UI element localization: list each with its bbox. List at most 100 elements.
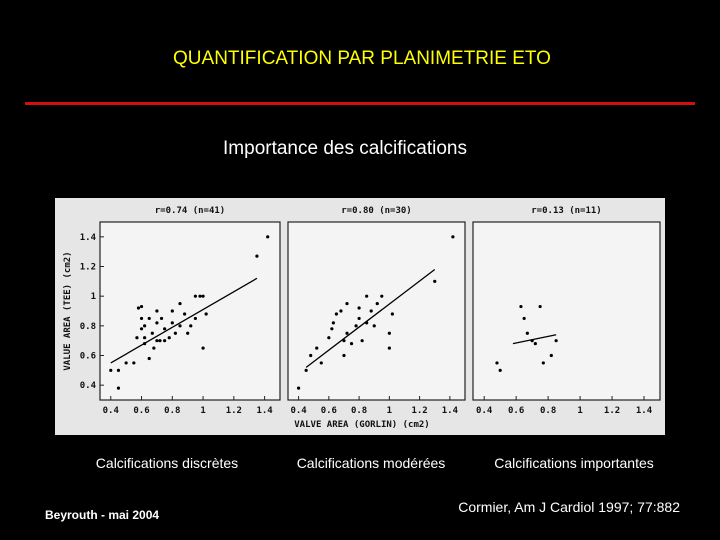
point: [349, 342, 354, 346]
point: [139, 304, 144, 309]
point: [498, 368, 502, 372]
point: [522, 316, 526, 321]
point: [390, 312, 394, 316]
point: [158, 339, 162, 343]
point: [155, 309, 159, 313]
point: [380, 294, 384, 298]
point: [167, 336, 171, 340]
point: [159, 316, 164, 321]
point: [451, 235, 455, 239]
slide-title: QUANTIFICATION PAR PLANIMETRIE ETO: [173, 48, 551, 69]
x-tick-label: 1.4: [442, 406, 459, 416]
point: [193, 316, 197, 321]
point: [170, 321, 174, 325]
x-tick-label: 1: [200, 406, 205, 416]
point: [331, 321, 335, 325]
chart-title: r=0.80 (n=30): [341, 206, 411, 216]
point: [533, 342, 537, 346]
x-tick-label: 0.8: [351, 406, 367, 416]
x-axis-label: VALVE AREA (GORLIN) (cm2): [294, 420, 429, 430]
point: [266, 235, 270, 239]
point: [433, 279, 437, 283]
chart-title: r=0.74 (n=41): [155, 206, 225, 216]
point: [136, 306, 141, 310]
point: [147, 316, 151, 321]
point: [152, 346, 156, 350]
x-tick-label: 1.2: [604, 406, 620, 416]
y-tick-label: 0.4: [80, 381, 97, 391]
point: [204, 312, 208, 316]
point: [387, 331, 391, 335]
point: [525, 331, 529, 335]
point: [334, 312, 339, 316]
point: [369, 309, 373, 313]
point: [173, 331, 177, 335]
fit-line: [110, 277, 258, 364]
point: [304, 368, 308, 372]
point: [339, 309, 343, 313]
point: [155, 339, 159, 343]
y-tick-label: 1: [91, 292, 96, 302]
point: [345, 331, 349, 335]
x-tick-label: 1: [577, 406, 582, 416]
x-tick-label: 1.4: [256, 406, 273, 416]
point: [143, 324, 147, 328]
point: [554, 339, 558, 343]
point: [342, 353, 346, 358]
point: [198, 294, 202, 298]
point: [330, 327, 334, 331]
point: [170, 309, 174, 313]
point: [178, 301, 182, 306]
x-tick-label: 1: [387, 406, 392, 416]
point: [201, 294, 205, 298]
point: [178, 324, 182, 328]
point: [375, 301, 379, 306]
point: [139, 327, 144, 331]
fit-line: [512, 334, 557, 345]
x-tick-label: 1.4: [636, 406, 653, 416]
point: [124, 361, 128, 365]
point: [132, 361, 136, 365]
point: [541, 361, 545, 365]
plot-frame: [287, 221, 466, 401]
point: [139, 316, 144, 321]
x-tick-label: 0.6: [321, 406, 337, 416]
subtitle: Importance des calcifications: [223, 138, 467, 159]
x-tick-label: 0.6: [133, 406, 149, 416]
point: [147, 356, 151, 361]
point: [155, 321, 159, 325]
fit-line: [305, 268, 436, 368]
point: [315, 346, 319, 350]
point: [193, 294, 197, 298]
x-tick-label: 0.4: [290, 406, 307, 416]
x-tick-label: 0.6: [508, 406, 524, 416]
x-tick-label: 0.4: [476, 406, 493, 416]
point: [116, 386, 121, 390]
point: [549, 353, 553, 358]
point: [296, 386, 301, 390]
chart-title: r=0.13 (n=11): [531, 206, 601, 216]
point: [186, 331, 190, 335]
point: [183, 312, 187, 316]
point: [495, 361, 499, 365]
x-tick-label: 1.2: [411, 406, 427, 416]
footer-right: Cormier, Am J Cardiol 1997; 77:882: [458, 499, 680, 515]
y-tick-label: 1.2: [80, 263, 96, 273]
point: [519, 304, 523, 309]
point: [357, 316, 361, 321]
point: [345, 301, 349, 306]
point: [354, 324, 358, 328]
caption: Calcifications discrètes: [96, 455, 238, 471]
point: [150, 331, 154, 335]
point: [255, 254, 259, 258]
title-rule: [25, 102, 695, 105]
y-tick-label: 1.4: [80, 233, 97, 243]
x-tick-label: 0.8: [164, 406, 180, 416]
x-tick-label: 1.2: [226, 406, 242, 416]
footer-left: Beyrouth - mai 2004: [45, 508, 159, 522]
x-tick-label: 0.4: [103, 406, 120, 416]
point: [163, 327, 167, 331]
y-tick-label: 0.6: [80, 352, 96, 362]
x-tick-label: 0.8: [540, 406, 556, 416]
